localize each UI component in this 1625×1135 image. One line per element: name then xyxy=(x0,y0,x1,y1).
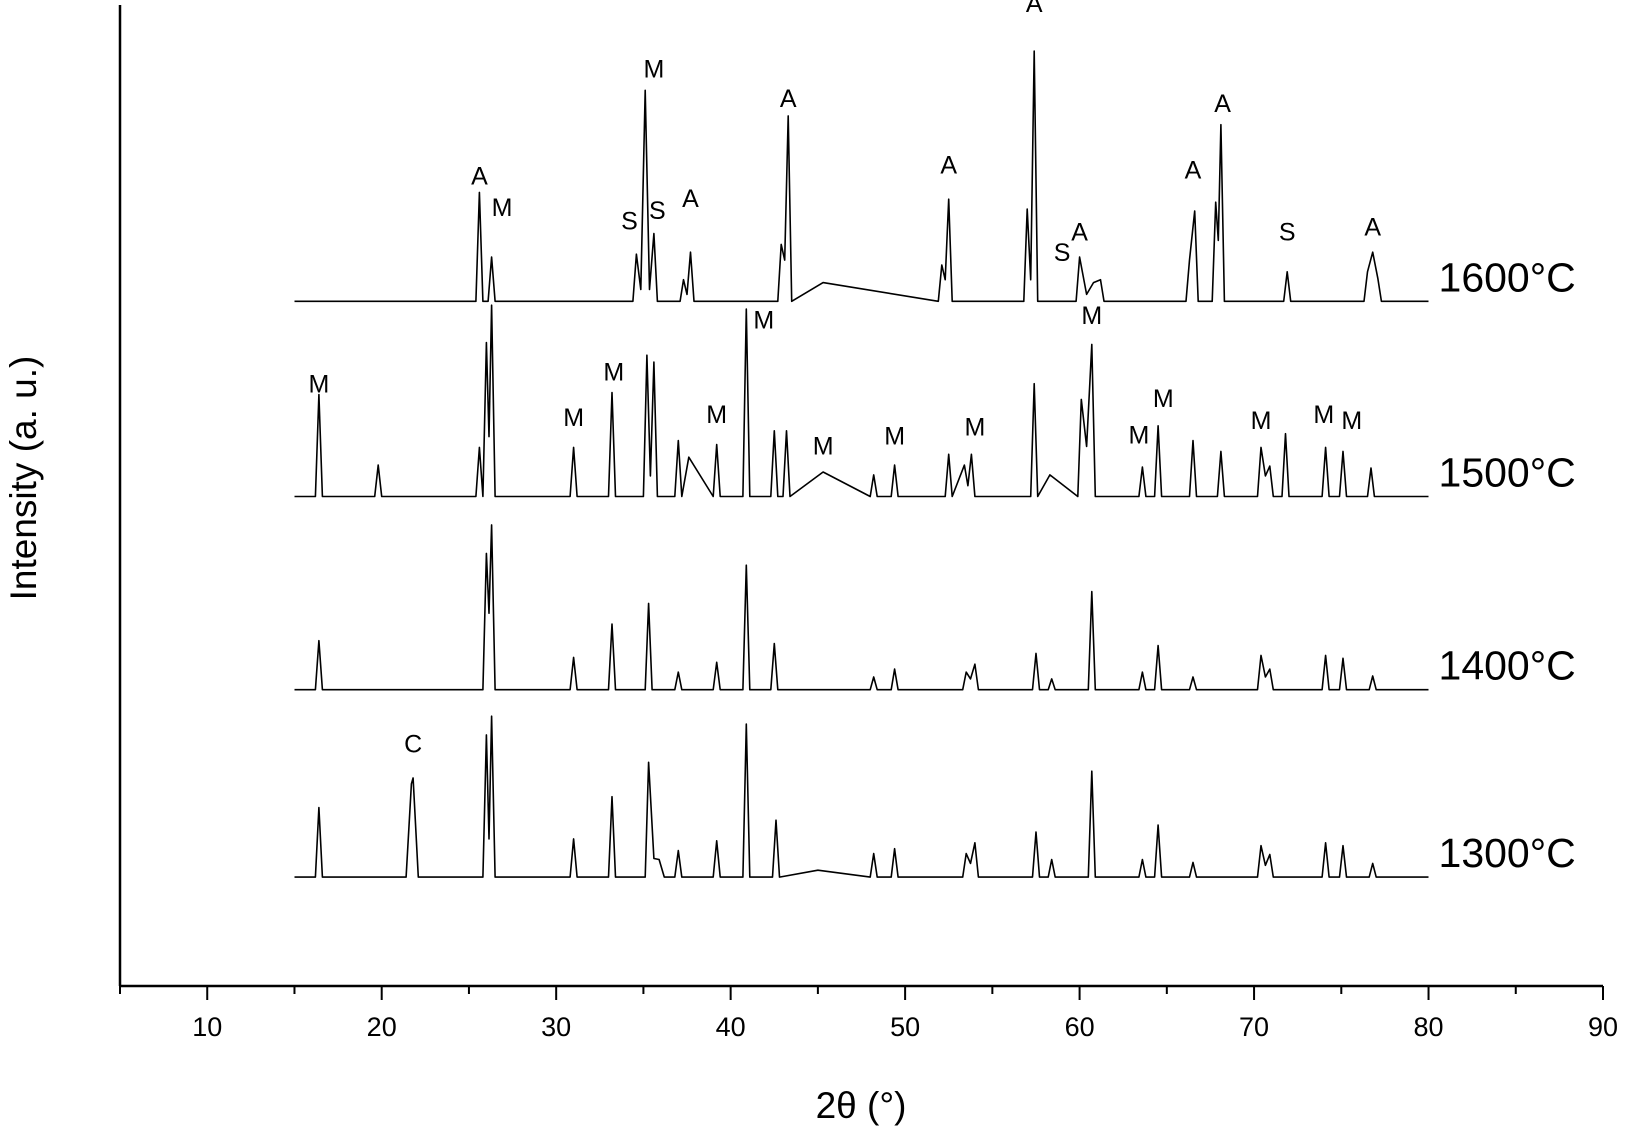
pattern-line xyxy=(294,524,1429,691)
peak-label: M xyxy=(492,194,513,222)
peak-label: A xyxy=(1364,214,1381,242)
x-tick-label: 10 xyxy=(192,1012,222,1042)
peak-label: A xyxy=(471,163,488,191)
peak-label: A xyxy=(1185,157,1202,185)
peak-label: A xyxy=(780,85,797,113)
peak-label: M xyxy=(1128,422,1149,450)
peak-label: M xyxy=(1081,302,1102,330)
x-tick-label: 30 xyxy=(541,1012,571,1042)
peak-label: A xyxy=(940,152,957,180)
x-tick-label: 50 xyxy=(890,1012,920,1042)
x-tick-label: 70 xyxy=(1239,1012,1269,1042)
peak-label: M xyxy=(964,414,985,442)
x-tick-label: 60 xyxy=(1065,1012,1095,1042)
peak-label: A xyxy=(1214,90,1231,118)
peak-label: M xyxy=(884,422,905,450)
peak-label: M xyxy=(753,307,774,335)
y-axis-label: Intensity (a. u.) xyxy=(3,356,44,601)
peak-label: M xyxy=(603,359,624,387)
pattern-line xyxy=(294,715,1429,878)
x-tick-label: 40 xyxy=(716,1012,746,1042)
series-label: 1500°C xyxy=(1439,449,1576,495)
x-axis-label: 2θ (°) xyxy=(816,1085,907,1126)
peak-label: M xyxy=(1341,407,1362,435)
peak-label: M xyxy=(308,370,329,398)
peak-label: M xyxy=(1313,401,1334,429)
series-label: 1400°C xyxy=(1439,643,1576,689)
series-label: 1600°C xyxy=(1439,254,1576,300)
peak-label: S xyxy=(621,208,638,236)
peak-label: S xyxy=(649,197,666,225)
x-tick-label: 20 xyxy=(367,1012,397,1042)
peak-label: M xyxy=(706,401,727,429)
x-tick-label: 80 xyxy=(1414,1012,1444,1042)
peak-label: C xyxy=(404,731,422,759)
peak-label: A xyxy=(682,185,699,213)
series-label: 1300°C xyxy=(1439,830,1576,876)
peak-label: S xyxy=(1054,239,1071,267)
peak-label: M xyxy=(1153,385,1174,413)
peak-label: M xyxy=(813,432,834,460)
peak-label: M xyxy=(643,56,664,84)
peak-label: S xyxy=(1279,218,1296,246)
peak-label: M xyxy=(563,404,584,432)
pattern-line xyxy=(294,304,1429,498)
peak-label: A xyxy=(1026,0,1043,18)
pattern-line xyxy=(294,50,1429,303)
peak-label: A xyxy=(1071,218,1088,246)
x-tick-label: 90 xyxy=(1588,1012,1618,1042)
peak-label: M xyxy=(1251,407,1272,435)
